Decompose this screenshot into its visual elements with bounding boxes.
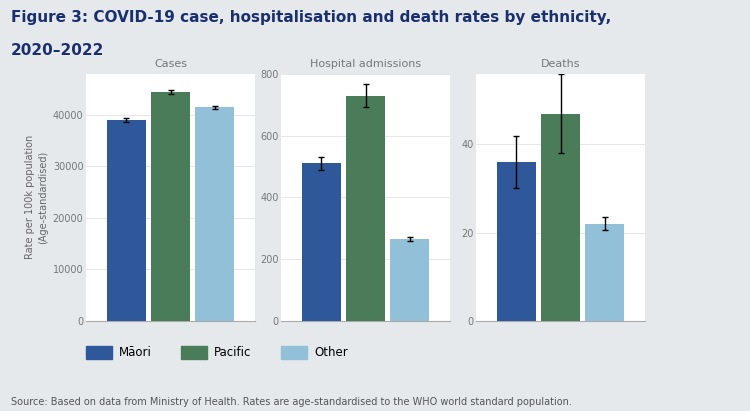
Title: Deaths: Deaths [541, 59, 580, 69]
Text: 2020–2022: 2020–2022 [11, 43, 104, 58]
Y-axis label: Rate per 100k population
(Age-standardised): Rate per 100k population (Age-standardis… [26, 135, 49, 259]
Bar [497, 162, 536, 321]
Title: Cases: Cases [154, 59, 188, 69]
Text: Source: Based on data from Ministry of Health. Rates are age-standardised to the: Source: Based on data from Ministry of H… [11, 397, 572, 407]
Bar [302, 164, 340, 321]
Bar [585, 224, 624, 321]
Text: Figure 3: COVID-19 case, hospitalisation and death rates by ethnicity,: Figure 3: COVID-19 case, hospitalisation… [11, 10, 611, 25]
Title: Hospital admissions: Hospital admissions [310, 59, 422, 69]
Bar [346, 96, 385, 321]
Bar [152, 92, 190, 321]
Bar [390, 239, 429, 321]
Bar [542, 113, 580, 321]
Legend: Māori, Pacific, Other: Māori, Pacific, Other [81, 341, 352, 364]
Bar [107, 120, 146, 321]
Bar [195, 107, 234, 321]
